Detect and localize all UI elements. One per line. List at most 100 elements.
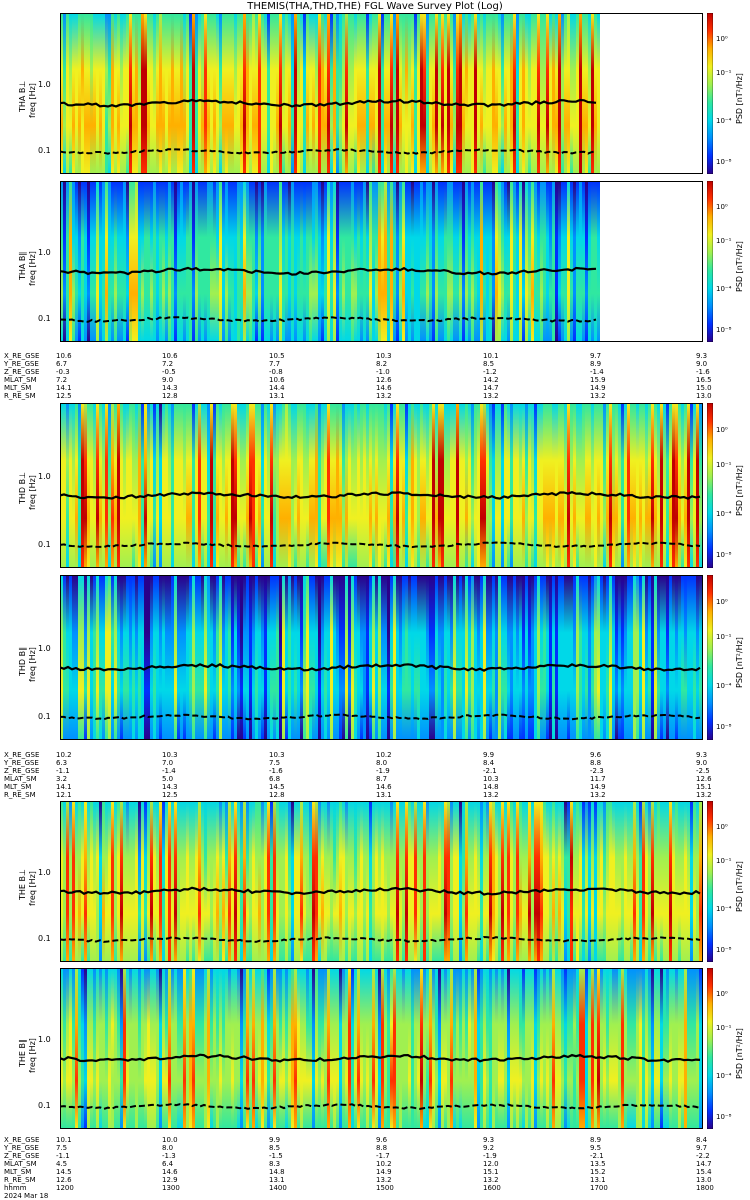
spectrogram-column	[435, 801, 438, 962]
spectrogram-column	[300, 968, 303, 1129]
spectrogram-column	[129, 575, 132, 740]
spectrogram-column	[525, 968, 528, 1129]
spectrogram-column	[696, 801, 699, 962]
ephemeris-value: 1600	[483, 1184, 501, 1192]
spectrogram-column	[516, 13, 519, 174]
spectrogram-column	[687, 575, 690, 740]
spectrogram-column	[522, 801, 525, 962]
spectrogram-column	[126, 181, 129, 342]
spectrogram-column	[603, 403, 606, 568]
spectrogram-column	[180, 801, 183, 962]
spectrogram-column	[99, 13, 102, 174]
spectrogram-column	[342, 968, 345, 1129]
spectrogram-column	[447, 181, 450, 342]
spectrogram-column	[174, 181, 177, 342]
spectrogram-column	[561, 13, 564, 174]
spectrogram-column	[411, 403, 414, 568]
spectrogram-column	[267, 801, 270, 962]
spectrogram-column	[522, 403, 525, 568]
spectrogram-column	[174, 801, 177, 962]
spectrogram-column	[111, 575, 114, 740]
spectrogram-column	[240, 968, 243, 1129]
spectrogram-column	[411, 575, 414, 740]
spectrogram-column	[366, 13, 369, 174]
colorbar-tick-label: 10⁻⁸	[716, 723, 732, 732]
colorbar-tick-label: 10⁻¹	[716, 632, 732, 641]
spectrogram-column	[93, 575, 96, 740]
plot-frame	[60, 801, 703, 962]
spectrogram-column	[585, 801, 588, 962]
gyrofrequency-dashed-line	[60, 935, 701, 943]
ytick-label: 0.1	[38, 314, 51, 324]
ephemeris-value: 10.3	[162, 751, 178, 759]
ephemeris-value: 13.0	[696, 392, 712, 400]
spectrogram-column	[189, 13, 192, 174]
spectrogram-column	[678, 403, 681, 568]
ephemeris-label: MLT_SM	[4, 384, 32, 392]
spectrogram-column	[564, 13, 567, 174]
spectrogram-column	[672, 968, 675, 1129]
spectrogram-column	[252, 575, 255, 740]
ephemeris-value: 6.8	[269, 775, 281, 783]
spectrogram-column	[297, 575, 300, 740]
spectrogram-column	[177, 181, 180, 342]
spectrogram-column	[60, 575, 63, 740]
spectrogram-column	[120, 181, 123, 342]
spectrogram-column	[528, 13, 531, 174]
spectrogram-column	[75, 575, 78, 740]
spectrogram-column	[615, 575, 618, 740]
spectrogram-column	[552, 968, 555, 1129]
colorbar-tick-label: 10⁰	[716, 823, 728, 832]
spectrogram-column	[165, 575, 168, 740]
ephemeris-value: 10.3	[376, 352, 392, 360]
spectrogram-column	[93, 968, 96, 1129]
ephemeris-value: 10.1	[56, 1136, 72, 1144]
spectrogram-column	[219, 13, 222, 174]
ephemeris-value: 6.3	[56, 759, 68, 767]
ephemeris-value: 9.0	[696, 759, 708, 767]
spectrogram-column	[357, 13, 360, 174]
spectrogram-column	[81, 968, 84, 1129]
spectrogram-column	[246, 575, 249, 740]
spectrogram-column	[501, 801, 504, 962]
spectrogram-column	[624, 968, 627, 1129]
spectrogram-column	[276, 801, 279, 962]
spectrogram-column	[342, 575, 345, 740]
spectrogram-column	[180, 968, 183, 1129]
spectrogram-column	[597, 403, 600, 568]
spectrogram-column	[441, 403, 444, 568]
spectrogram-column	[159, 968, 162, 1129]
spectrogram-column	[492, 181, 495, 342]
spectrogram-column	[138, 801, 141, 962]
spectrogram-column	[63, 968, 66, 1129]
spectrogram-column	[306, 403, 309, 568]
colorbar-tick-label: 10⁻⁸	[716, 325, 732, 334]
spectrogram-column	[171, 575, 174, 740]
spectrogram-column	[201, 801, 204, 962]
spectrogram-column	[408, 403, 411, 568]
panel-ylabel: THA B⊥	[18, 80, 27, 112]
spectrogram-column	[150, 13, 153, 174]
spectrogram-column	[321, 968, 324, 1129]
ephemeris-value: 10.2	[56, 751, 72, 759]
spectrogram-column	[522, 181, 525, 342]
spectrogram-column	[426, 968, 429, 1129]
spectrogram-column	[351, 968, 354, 1129]
spectrogram-column	[426, 181, 429, 342]
spectrogram-column	[666, 968, 669, 1129]
colorbar-tick-label: 10⁰	[716, 35, 728, 44]
spectrogram-column	[270, 181, 273, 342]
spectrogram-column	[579, 181, 582, 342]
spectrogram-column	[318, 13, 321, 174]
spectrogram-column	[408, 13, 411, 174]
spectrogram-column	[624, 403, 627, 568]
ephemeris-value: 8.5	[269, 1144, 281, 1152]
spectrogram-column	[453, 181, 456, 342]
spectrogram-column	[489, 801, 492, 962]
spectrogram-column	[549, 575, 552, 740]
spectrogram-column	[459, 801, 462, 962]
spectrogram-column	[438, 968, 441, 1129]
ephemeris-label: X_RE_GSE	[4, 352, 40, 360]
spectrogram-column	[192, 968, 195, 1129]
spectrogram-column	[486, 968, 489, 1129]
